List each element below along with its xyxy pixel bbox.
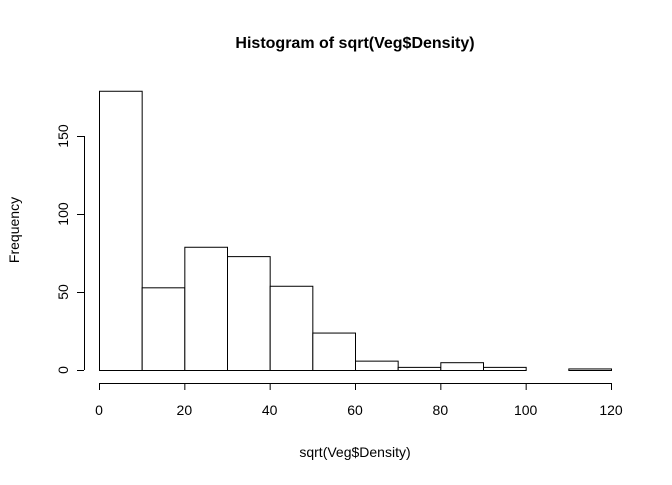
histogram-bar-5 — [312, 332, 357, 371]
histogram-bar-0 — [99, 90, 143, 371]
histogram-bar-7 — [397, 366, 442, 372]
y-tick-label-2: 100 — [55, 202, 71, 226]
y-axis: 0 50 100 150 — [55, 124, 85, 374]
y-axis-label: Frequency — [6, 197, 22, 263]
histogram-bars — [99, 90, 612, 372]
histogram-bar-11 — [568, 368, 612, 372]
histogram-bar-6 — [355, 360, 399, 372]
histogram-bar-2 — [184, 246, 228, 371]
x-tick-label-2: 40 — [262, 402, 278, 418]
x-axis-label: sqrt(Veg$Density) — [299, 444, 410, 460]
y-tick-label-0: 0 — [55, 366, 71, 374]
histogram-bar-9 — [483, 366, 527, 372]
histogram-bar-1 — [141, 287, 186, 372]
x-tick-label-1: 20 — [177, 402, 193, 418]
histogram-bar-3 — [227, 256, 271, 371]
histogram-bar-8 — [440, 362, 485, 372]
y-tick-label-1: 50 — [55, 284, 71, 300]
x-tick-label-0: 0 — [95, 402, 103, 418]
chart-title: Histogram of sqrt(Veg$Density) — [235, 35, 474, 52]
x-tick-label-4: 80 — [433, 402, 449, 418]
x-tick-label-5: 100 — [514, 402, 538, 418]
y-tick-label-3: 150 — [55, 124, 71, 148]
histogram-bar-4 — [269, 285, 314, 372]
x-tick-label-3: 60 — [347, 402, 363, 418]
x-tick-label-6: 120 — [599, 402, 623, 418]
x-axis: 0 20 40 60 80 100 120 — [95, 383, 623, 418]
